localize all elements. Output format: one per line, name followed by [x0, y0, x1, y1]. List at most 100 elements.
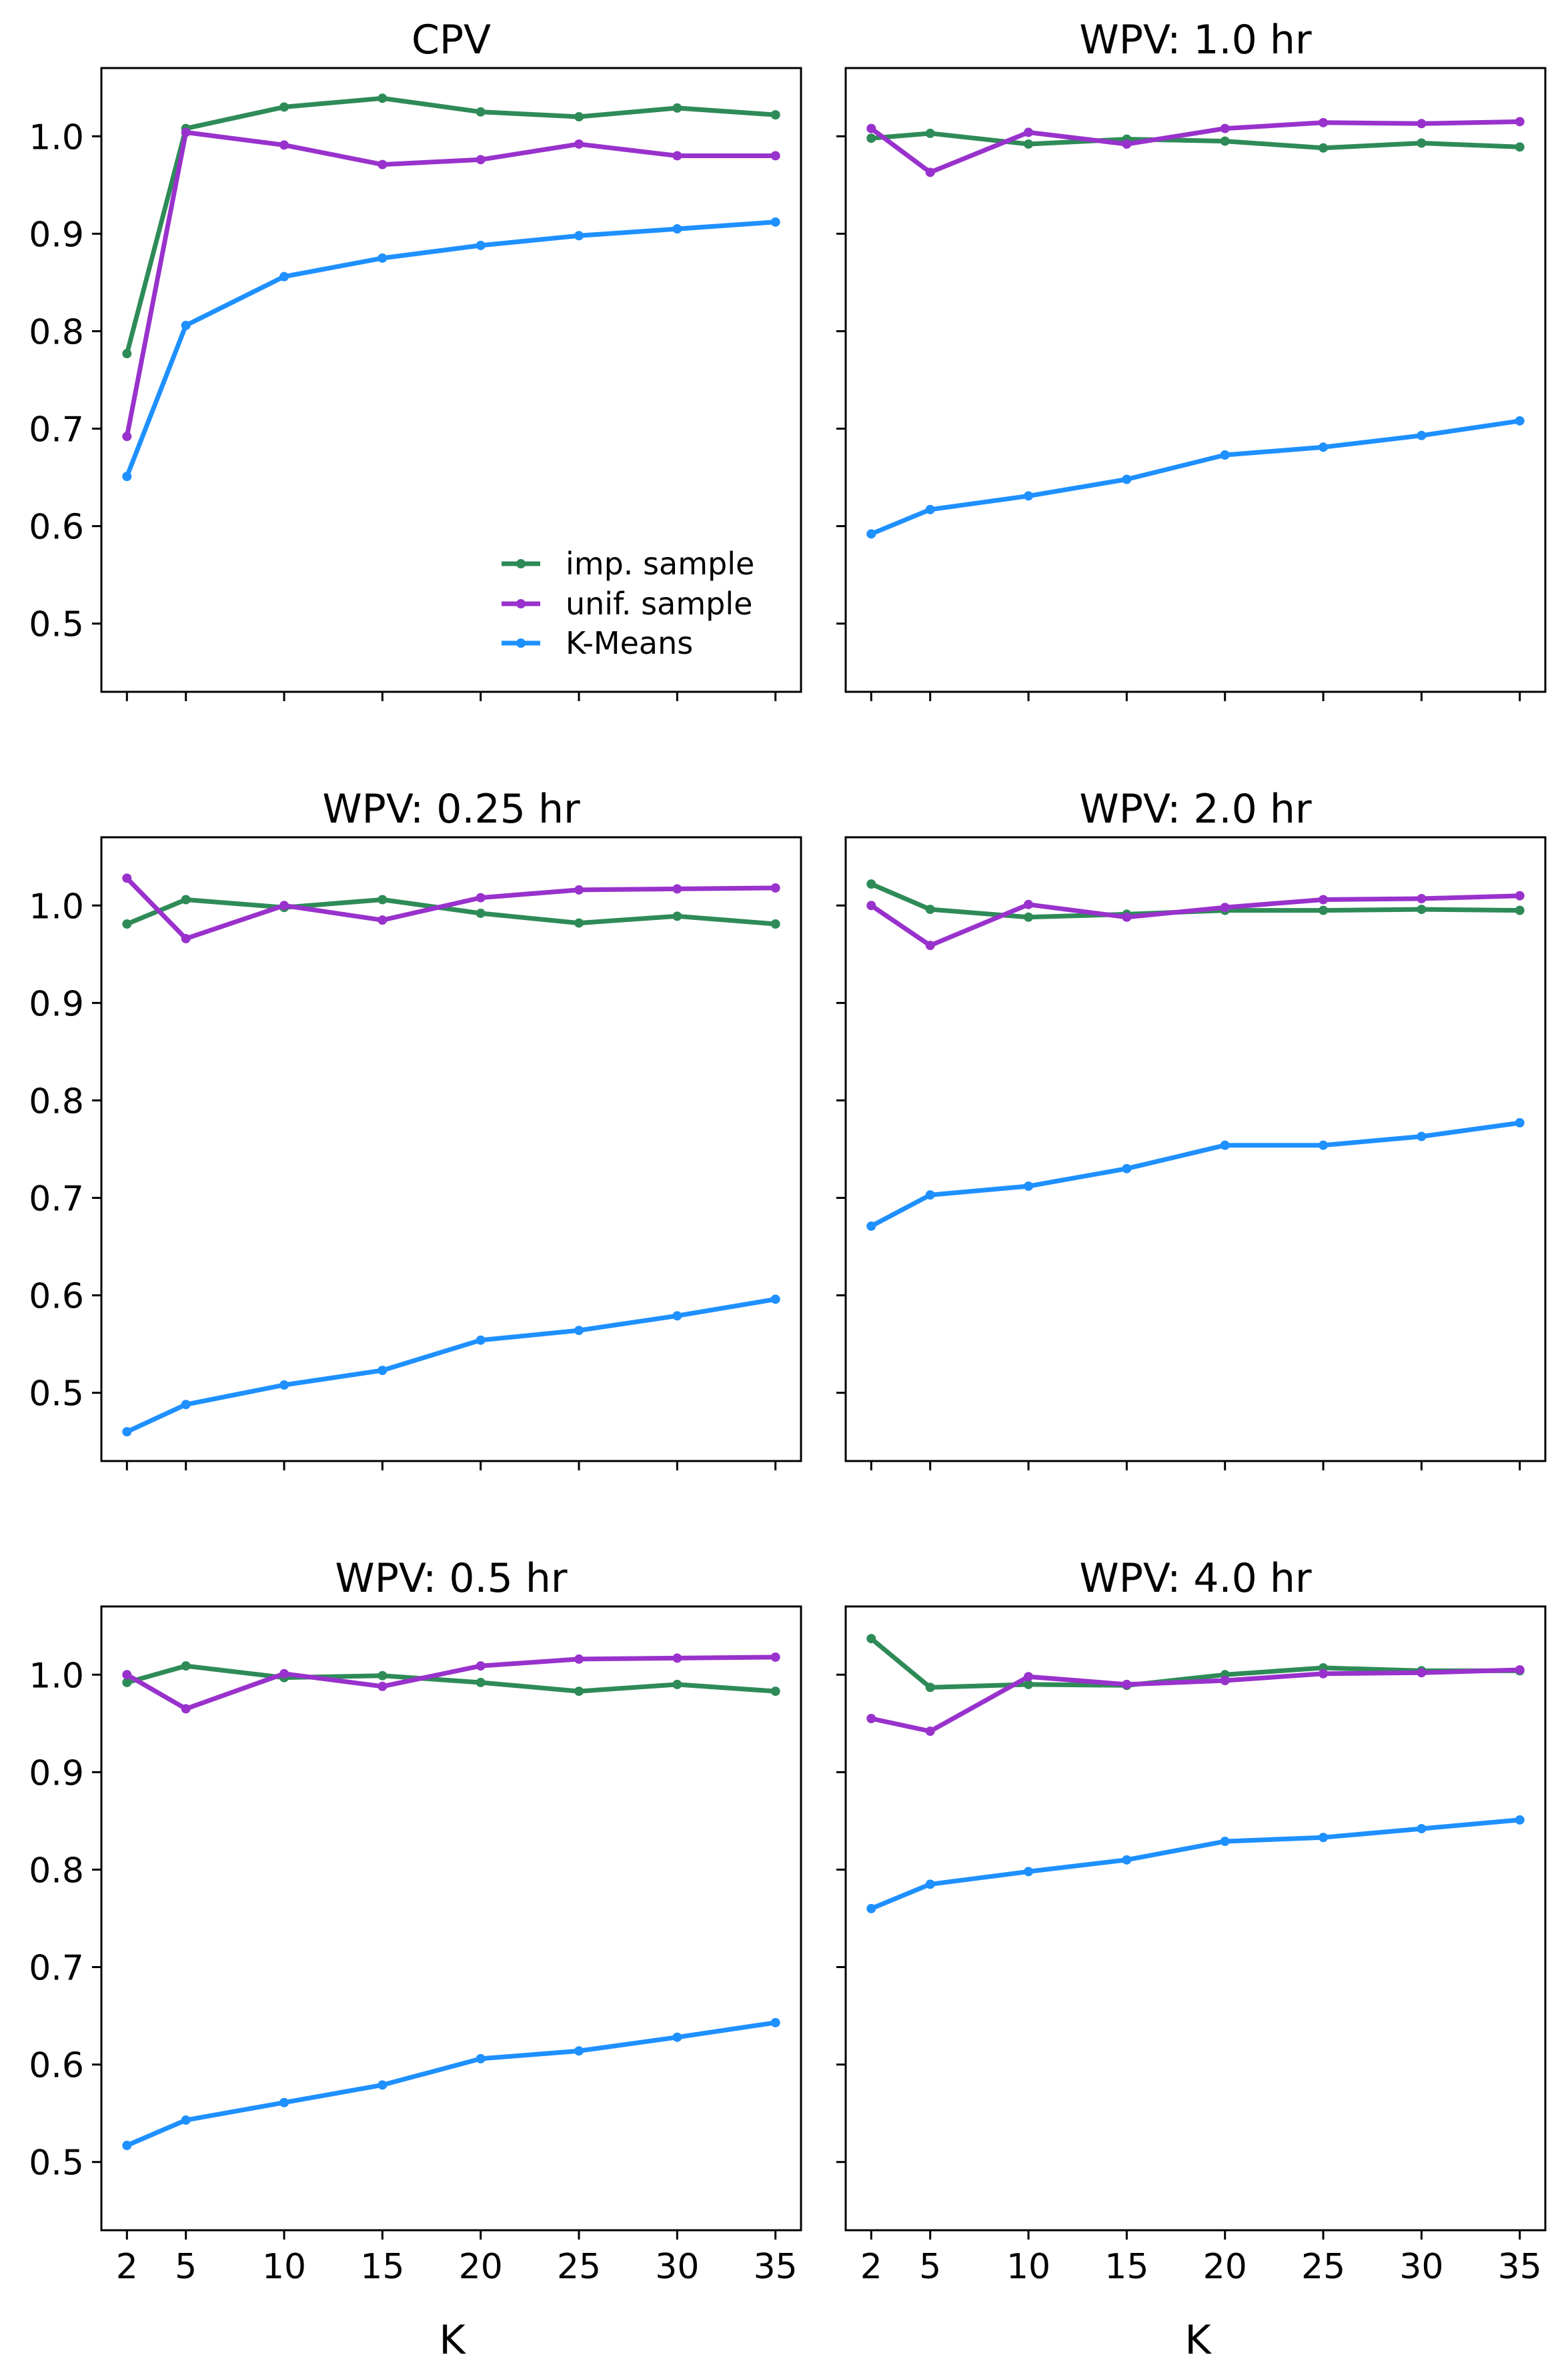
series-line-cpv-unif-sample — [124, 129, 778, 439]
x-tick-label-wpv-4hr: 20 — [1203, 2247, 1247, 2287]
data-point-wpv-05hr-k-means-20 — [476, 2053, 486, 2063]
data-point-wpv-05hr-unif-sample-2 — [122, 1670, 132, 1680]
data-point-wpv-1hr-imp-sample-5 — [925, 128, 935, 138]
data-point-wpv-025hr-k-means-15 — [377, 1366, 387, 1376]
data-point-wpv-4hr-k-means-5 — [925, 1879, 935, 1889]
data-point-wpv-025hr-imp-sample-20 — [476, 908, 486, 918]
data-point-wpv-2hr-imp-sample-2 — [866, 879, 876, 889]
series-line-wpv-05hr-k-means — [124, 2020, 778, 2148]
data-point-wpv-025hr-k-means-2 — [122, 1427, 132, 1437]
data-point-wpv-2hr-unif-sample-5 — [925, 941, 935, 951]
data-point-wpv-05hr-k-means-35 — [770, 2017, 780, 2027]
panel-wpv-05hr: WPV: 0.5 hr 0.5 0.6 0.7 0.8 0.9 1.0 2 5 10 15 20 25 3… — [29, 1555, 802, 2287]
x-axis-label-right: K — [1185, 2317, 1212, 2363]
data-point-wpv-025hr-k-means-10 — [279, 1380, 289, 1390]
y-tick-label-wpv-025hr: 0.6 — [29, 1277, 84, 1317]
data-point-wpv-2hr-imp-sample-10 — [1024, 912, 1034, 922]
axes-frame-wpv-025hr — [100, 836, 802, 1462]
y-tick-label-wpv-025hr: 0.8 — [29, 1081, 84, 1121]
data-point-cpv-unif-sample-25 — [574, 139, 584, 149]
data-point-wpv-2hr-imp-sample-25 — [1319, 905, 1329, 915]
data-point-wpv-05hr-k-means-2 — [122, 2140, 132, 2150]
series-line-wpv-025hr-unif-sample — [124, 875, 778, 941]
legend-label-k-means: K-Means — [566, 625, 693, 661]
data-point-cpv-unif-sample-30 — [672, 151, 682, 161]
data-point-cpv-imp-sample-25 — [574, 112, 584, 122]
data-point-wpv-025hr-k-means-5 — [181, 1400, 191, 1410]
data-point-wpv-4hr-k-means-30 — [1417, 1824, 1427, 1834]
y-tick-label-cpv: 0.8 — [29, 312, 84, 352]
data-point-wpv-2hr-k-means-25 — [1319, 1140, 1329, 1150]
series-line-cpv-k-means — [124, 219, 778, 479]
data-point-wpv-1hr-imp-sample-25 — [1319, 143, 1329, 153]
data-point-wpv-4hr-unif-sample-2 — [866, 1714, 876, 1724]
data-point-cpv-k-means-25 — [574, 231, 584, 241]
data-point-wpv-2hr-imp-sample-5 — [925, 905, 935, 915]
data-point-wpv-1hr-unif-sample-5 — [925, 167, 935, 177]
data-point-wpv-05hr-k-means-25 — [574, 2046, 584, 2056]
data-point-wpv-1hr-unif-sample-10 — [1024, 127, 1034, 137]
series-line-wpv-4hr-imp-sample — [868, 1636, 1523, 1690]
data-point-wpv-05hr-k-means-10 — [279, 2097, 289, 2107]
data-point-cpv-unif-sample-20 — [476, 155, 486, 165]
panel-title-cpv: CPV — [412, 17, 491, 63]
data-point-wpv-05hr-imp-sample-20 — [476, 1677, 486, 1687]
panel-title-wpv-4hr: WPV: 4.0 hr — [1079, 1555, 1311, 1602]
axes-frame-wpv-1hr — [844, 67, 1547, 693]
data-point-wpv-025hr-imp-sample-25 — [574, 918, 584, 928]
data-point-wpv-2hr-unif-sample-10 — [1024, 899, 1034, 909]
data-point-wpv-4hr-k-means-2 — [866, 1903, 876, 1913]
data-point-wpv-025hr-k-means-35 — [770, 1294, 780, 1304]
legend-marker-imp-sample — [516, 559, 526, 568]
data-point-wpv-1hr-imp-sample-2 — [866, 133, 876, 143]
x-tick-label-wpv-4hr: 25 — [1301, 2247, 1345, 2287]
data-point-wpv-05hr-unif-sample-10 — [279, 1669, 289, 1679]
y-tick-label-wpv-05hr: 1.0 — [29, 1656, 84, 1696]
data-point-wpv-1hr-imp-sample-20 — [1220, 136, 1230, 146]
data-point-wpv-4hr-k-means-35 — [1515, 1815, 1525, 1825]
y-tick-label-wpv-05hr: 0.9 — [29, 1753, 84, 1793]
data-point-wpv-4hr-unif-sample-20 — [1220, 1676, 1230, 1686]
data-point-wpv-05hr-unif-sample-30 — [672, 1653, 682, 1663]
data-point-wpv-2hr-k-means-20 — [1220, 1140, 1230, 1150]
data-point-wpv-2hr-unif-sample-30 — [1417, 894, 1427, 904]
y-tick-label-wpv-025hr: 0.5 — [29, 1374, 84, 1414]
data-point-cpv-unif-sample-35 — [770, 151, 780, 161]
data-point-wpv-1hr-unif-sample-35 — [1515, 117, 1525, 127]
axes-frame-cpv — [100, 67, 802, 693]
data-point-cpv-imp-sample-20 — [476, 107, 486, 117]
data-point-wpv-025hr-unif-sample-15 — [377, 915, 387, 925]
x-tick-label-wpv-05hr: 30 — [655, 2247, 699, 2287]
data-point-wpv-025hr-imp-sample-35 — [770, 919, 780, 929]
data-point-cpv-k-means-35 — [770, 217, 780, 227]
y-tick-label-cpv: 0.9 — [29, 215, 84, 255]
data-point-wpv-025hr-imp-sample-2 — [122, 919, 132, 929]
data-point-cpv-k-means-20 — [476, 240, 486, 250]
x-tick-label-wpv-4hr: 2 — [860, 2247, 882, 2287]
axes-frame-wpv-2hr — [844, 836, 1547, 1462]
data-point-wpv-1hr-unif-sample-2 — [866, 123, 876, 133]
data-point-wpv-05hr-k-means-5 — [181, 2115, 191, 2125]
panels: CPV 0.5 0.6 0.7 0.8 0.9 1.0 imp. sample unif. sa… — [29, 17, 1547, 2287]
data-point-wpv-05hr-unif-sample-25 — [574, 1654, 584, 1664]
data-point-wpv-1hr-imp-sample-10 — [1024, 139, 1034, 149]
data-point-wpv-025hr-unif-sample-25 — [574, 885, 584, 895]
series-line-wpv-2hr-unif-sample — [868, 893, 1523, 948]
data-point-wpv-4hr-imp-sample-5 — [925, 1683, 935, 1693]
data-point-wpv-1hr-k-means-5 — [925, 504, 935, 514]
data-point-wpv-025hr-unif-sample-35 — [770, 883, 780, 893]
series-line-wpv-05hr-imp-sample — [124, 1663, 778, 1694]
series-line-wpv-025hr-k-means — [124, 1297, 778, 1434]
x-tick-label-wpv-05hr: 10 — [262, 2247, 306, 2287]
data-point-wpv-4hr-unif-sample-5 — [925, 1727, 935, 1736]
y-tick-label-wpv-025hr: 0.7 — [29, 1179, 84, 1220]
data-point-wpv-2hr-unif-sample-15 — [1122, 912, 1132, 922]
x-tick-label-wpv-4hr: 5 — [919, 2247, 941, 2287]
series-line-wpv-1hr-k-means — [868, 418, 1523, 536]
axes-frame-wpv-05hr — [100, 1605, 802, 2232]
data-point-wpv-4hr-k-means-20 — [1220, 1837, 1230, 1847]
data-point-wpv-4hr-k-means-15 — [1122, 1855, 1132, 1865]
data-point-cpv-imp-sample-2 — [122, 349, 132, 359]
x-tick-label-wpv-05hr: 20 — [459, 2247, 503, 2287]
